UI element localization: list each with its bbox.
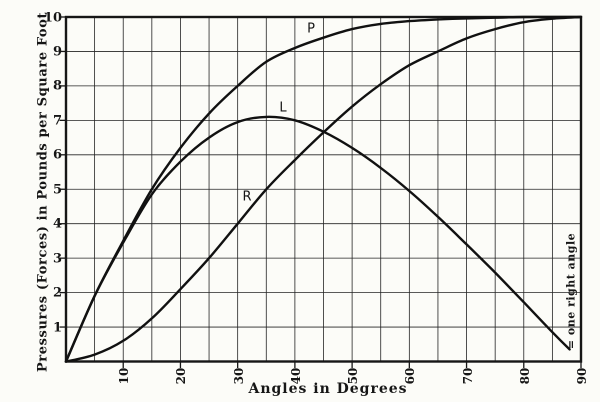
x-tick-label-60: 60: [403, 367, 418, 385]
axes-frame: [64, 15, 583, 363]
x-tick-label-10: 10: [117, 367, 132, 385]
x-tick-label-90: 90: [575, 367, 589, 385]
y-axis-title: Pressures (Forces) in Pounds per Square …: [35, 11, 51, 373]
y-tick-label-8: 8: [52, 78, 62, 94]
x-tick-label-20: 20: [174, 367, 189, 385]
y-tick-label-1: 1: [52, 320, 62, 336]
curve-R: [64, 15, 583, 363]
y-tick-label-9: 9: [52, 44, 62, 60]
curve-label-R: R: [242, 189, 252, 205]
x-tick-label-40: 40: [288, 367, 303, 385]
curve-P: [64, 15, 583, 363]
y-tick-label-2: 2: [52, 285, 62, 301]
x-tick-label-50: 50: [346, 367, 361, 385]
x-tick-label-80: 80: [517, 367, 532, 385]
x-axis-title: Angles in Degrees: [248, 381, 408, 397]
y-tick-label-10: 10: [43, 10, 62, 25]
x-tick-label-70: 70: [460, 367, 475, 385]
x-tick-label-30: 30: [231, 367, 246, 385]
curve-label-P: P: [307, 21, 315, 37]
y-tick-label-3: 3: [52, 251, 62, 267]
right-angle-annotation: = one right angle: [564, 232, 578, 350]
curve-label-L: L: [279, 100, 287, 116]
y-tick-label-4: 4: [52, 216, 62, 232]
y-tick-label-7: 7: [52, 113, 62, 129]
curve-L: [64, 115, 571, 363]
y-tick-label-5: 5: [52, 182, 62, 198]
y-tick-label-6: 6: [52, 147, 62, 163]
